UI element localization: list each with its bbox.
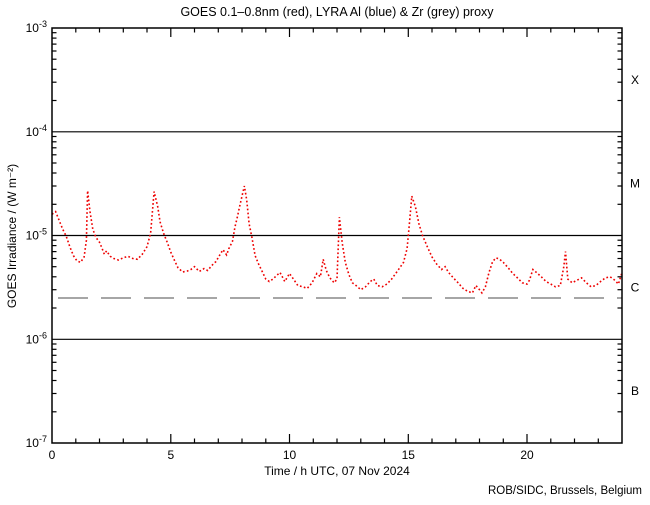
plot-box (51, 27, 623, 444)
x-tick-label: 20 (520, 448, 534, 462)
flare-class-label: C (631, 280, 640, 294)
flare-class-label: B (631, 384, 639, 398)
y-tick-label: 10-5 (26, 227, 47, 243)
credit-footer: ROB/SIDC, Brussels, Belgium (488, 485, 642, 497)
x-tick-label: 10 (283, 448, 297, 462)
flare-class-label: M (630, 177, 640, 191)
plot-area: 0 5 10 15 20 10-3 10-4 10-5 10-6 10-7 X M C B (26, 19, 640, 462)
goes-flux-curve (51, 185, 623, 295)
y-tick-label: 10-7 (26, 434, 47, 450)
y-axis-label: GOES Irradiance / (W m⁻²) (5, 164, 19, 308)
chart-title: GOES 0.1–0.8nm (red), LYRA Al (blue) & Z… (180, 5, 494, 19)
y-tick-label: 10-6 (26, 330, 47, 346)
y-tick-label: 10-3 (26, 19, 47, 35)
x-tick-label: 15 (402, 448, 416, 462)
x-axis-label: Time / h UTC, 07 Nov 2024 (264, 464, 410, 478)
x-tick-label: 5 (167, 448, 174, 462)
flare-class-label: X (631, 73, 639, 87)
y-tick-label: 10-4 (26, 123, 47, 139)
x-tick-label: 0 (49, 448, 56, 462)
